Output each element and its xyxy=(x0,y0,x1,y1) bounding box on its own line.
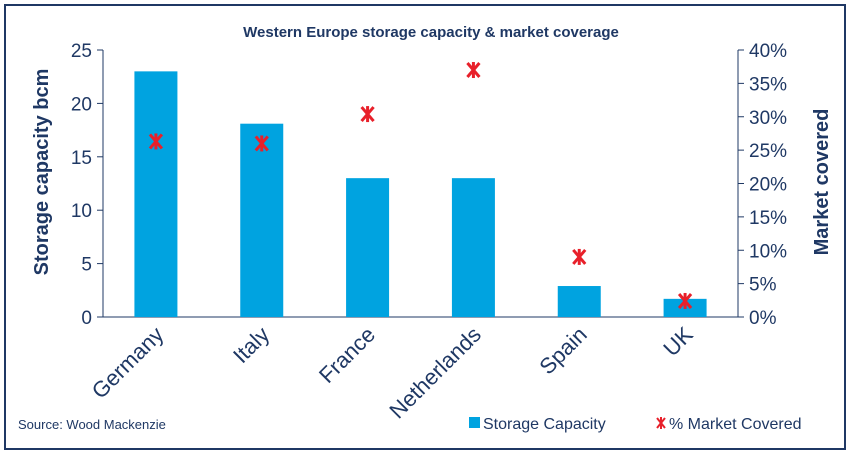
y2-axis-ticks: 0% 5% 10% 15% 20% 25% 30% 35% 40% xyxy=(738,41,787,329)
bars xyxy=(134,71,707,317)
y2-tick-label: 35% xyxy=(749,74,787,95)
source-note: Source: Wood Mackenzie xyxy=(18,417,166,432)
category-label: UK xyxy=(658,322,698,362)
y2-tick-label: 30% xyxy=(749,108,787,129)
y2-tick-label: 0% xyxy=(749,308,777,329)
y2-axis-label: Market covered xyxy=(811,109,833,256)
category-label: France xyxy=(314,322,380,388)
y-tick-label: 5 xyxy=(81,255,92,276)
y-axis-ticks: 0 5 10 15 20 25 xyxy=(71,41,103,329)
category-label: Italy xyxy=(228,322,274,368)
y2-tick-label: 25% xyxy=(749,141,787,162)
bar-netherlands xyxy=(451,178,495,317)
bar-germany xyxy=(134,71,178,317)
legend: Storage Capacity % Market Covered xyxy=(469,416,802,433)
marker-spain xyxy=(572,248,587,265)
chart-title: Western Europe storage capacity & market… xyxy=(243,24,619,41)
y2-tick-label: 20% xyxy=(749,175,787,196)
y-tick-label: 0 xyxy=(81,308,92,329)
y2-tick-label: 40% xyxy=(749,41,787,62)
markers xyxy=(148,62,693,309)
y-tick-label: 20 xyxy=(71,94,92,115)
legend-label-coverage: % Market Covered xyxy=(669,416,802,433)
category-label: Germany xyxy=(87,322,169,404)
marker-netherlands xyxy=(466,62,481,79)
y-tick-label: 10 xyxy=(71,201,92,222)
y-axis-label: Storage capacity bcm xyxy=(31,69,53,276)
legend-label-storage: Storage Capacity xyxy=(483,416,606,433)
y-tick-label: 15 xyxy=(71,148,92,169)
y-tick-label: 25 xyxy=(71,41,92,62)
bar-spain xyxy=(557,286,601,317)
marker-france xyxy=(360,106,375,123)
bar-france xyxy=(346,178,390,317)
marker-uk xyxy=(677,292,693,309)
y2-tick-label: 10% xyxy=(749,241,787,262)
marker-germany xyxy=(148,133,164,150)
marker-italy xyxy=(254,135,269,152)
category-label: Netherlands xyxy=(384,322,486,424)
y2-tick-label: 5% xyxy=(749,275,777,296)
category-label: Spain xyxy=(534,322,591,379)
legend-swatch-storage xyxy=(469,417,480,428)
category-labels: Germany Italy France Netherlands Spain UK xyxy=(87,322,698,424)
bar-italy xyxy=(240,123,284,317)
y2-tick-label: 15% xyxy=(749,208,787,229)
legend-marker-coverage xyxy=(656,417,666,429)
axes xyxy=(102,50,739,318)
